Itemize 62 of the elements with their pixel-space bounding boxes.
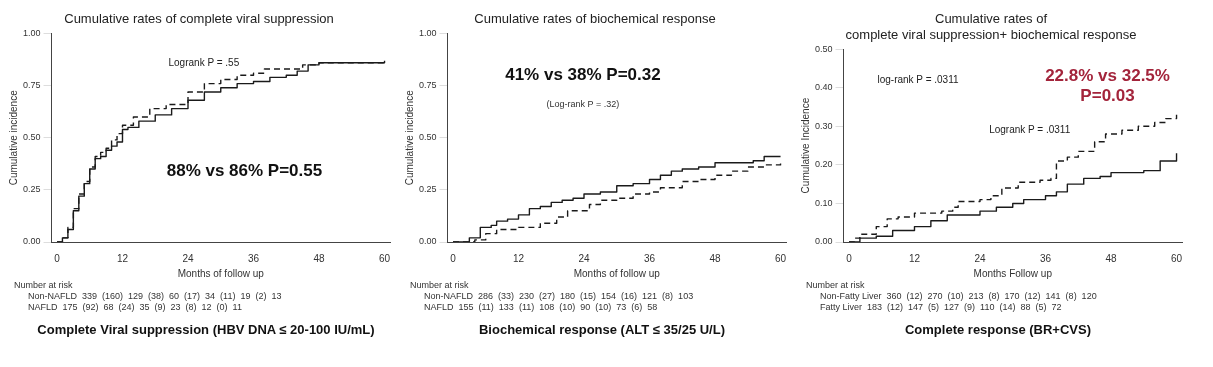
x-tick-label: 24 — [578, 252, 590, 264]
text: Non-NAFLD 339 (160) 129 (38) 60 (17) 34 (11) 19 (2) 13 — [27, 291, 283, 302]
y-axis-title: Cumulative Incidence — [799, 97, 811, 194]
text: Non-NAFLD 286 (33) 230 (27) 180 (15) 154 (16) 121 (8) 103 — [423, 291, 695, 302]
y-tick-label: 0.50 — [22, 132, 41, 143]
x-tick-label: 0 — [846, 252, 853, 264]
chart-title: Cumulative rates of complete viral suppression — [64, 11, 334, 27]
y-tick-label: 0.00 — [418, 236, 437, 247]
y-tick-label: 0.50 — [418, 132, 437, 143]
annotation: 88% vs 86% P=0.55 — [166, 160, 323, 180]
x-axis-title: Months Follow up — [973, 267, 1053, 279]
annotation: Logrank P = .55 — [168, 56, 240, 68]
y-tick-label: 0.50 — [814, 43, 833, 54]
annotation: log-rank P = .0311 — [877, 73, 959, 85]
text: Complete response (BR+CVS) — [904, 321, 1092, 337]
y-tick-label: 0.75 — [22, 80, 41, 91]
chart-title: Cumulative rates of complete viral suppression+ biochemical response — [845, 11, 1137, 42]
text: Number at risk — [14, 280, 74, 291]
y-tick-label: 0.25 — [22, 184, 41, 195]
x-tick-label: 60 — [378, 252, 391, 264]
y-axis-title: Cumulative incidence — [403, 89, 415, 186]
x-tick-label: 60 — [774, 252, 787, 264]
text: Non-Fatty Liver 360 (12) 270 (10) 213 (8) 170 (12) 141 (8) 120 — [819, 291, 1098, 302]
y-tick-label: 0.75 — [418, 80, 437, 91]
y-tick-label: 0.00 — [22, 236, 41, 247]
y-tick-label: 0.20 — [814, 159, 833, 170]
annotation: 41% vs 38% P=0.32 — [505, 64, 661, 84]
annotation: Logrank P = .0311 — [989, 123, 1071, 135]
text: Number at risk — [806, 280, 866, 291]
y-tick-label: 1.00 — [22, 28, 41, 39]
text: Complete Viral suppression (HBV DNA ≤ 20-100 IU/mL) — [36, 321, 376, 337]
y-tick-label: 1.00 — [418, 28, 437, 39]
text: NAFLD 155 (11) 133 (11) 108 (10) 90 (10) 73 (6) 58 — [423, 302, 659, 313]
y-tick-label: 0.00 — [814, 236, 833, 247]
annotation: (Log-rank P = .32) — [546, 98, 620, 109]
x-tick-label: 12 — [116, 252, 129, 264]
y-tick-label: 0.40 — [814, 82, 833, 93]
text: Number at risk — [410, 280, 470, 291]
x-tick-label: 48 — [709, 252, 722, 264]
text: Biochemical response (ALT ≤ 35/25 U/L) — [478, 321, 726, 337]
annotation: 22.8% vs 32.5% P=0.03 — [1045, 65, 1170, 106]
x-tick-label: 12 — [908, 252, 921, 264]
x-tick-label: 36 — [247, 252, 260, 264]
x-tick-label: 36 — [1039, 252, 1052, 264]
x-tick-label: 24 — [974, 252, 986, 264]
y-tick-label: 0.25 — [418, 184, 437, 195]
x-tick-label: 24 — [182, 252, 194, 264]
y-tick-label: 0.10 — [814, 197, 833, 208]
x-axis-title: Months of follow up — [573, 267, 661, 279]
y-tick-label: 0.30 — [814, 120, 833, 131]
x-tick-label: 36 — [643, 252, 656, 264]
x-tick-label: 0 — [450, 252, 457, 264]
chart-title: Cumulative rates of biochemical response — [474, 11, 716, 27]
x-tick-label: 48 — [1105, 252, 1118, 264]
x-axis-title: Months of follow up — [177, 267, 265, 279]
text: NAFLD 175 (92) 68 (24) 35 (9) 23 (8) 12 (0) 11 — [27, 302, 243, 313]
y-axis-title: Cumulative incidence — [7, 89, 19, 186]
x-tick-label: 48 — [313, 252, 326, 264]
x-tick-label: 12 — [512, 252, 525, 264]
x-tick-label: 60 — [1170, 252, 1183, 264]
text: Fatty Liver 183 (12) 147 (5) 127 (9) 110 (14) 88 (5) 72 — [819, 302, 1063, 313]
x-tick-label: 0 — [54, 252, 61, 264]
